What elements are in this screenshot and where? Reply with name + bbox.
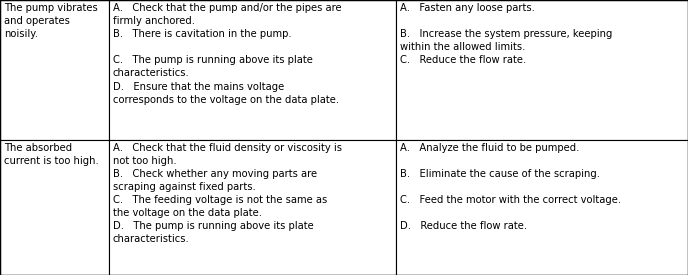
Bar xyxy=(0,0,109,140)
Bar xyxy=(109,0,396,140)
Text: The pump vibrates
and operates
noisily.: The pump vibrates and operates noisily. xyxy=(4,3,98,39)
Bar xyxy=(109,140,396,275)
Bar xyxy=(396,0,688,140)
Text: The absorbed
current is too high.: The absorbed current is too high. xyxy=(4,143,99,166)
Bar xyxy=(396,140,688,275)
Text: A.   Analyze the fluid to be pumped.

B.   Eliminate the cause of the scraping.
: A. Analyze the fluid to be pumped. B. El… xyxy=(400,143,621,231)
Bar xyxy=(0,140,109,275)
Text: A.   Fasten any loose parts.

B.   Increase the system pressure, keeping
within : A. Fasten any loose parts. B. Increase t… xyxy=(400,3,613,65)
Text: A.   Check that the pump and/or the pipes are
firmly anchored.
B.   There is cav: A. Check that the pump and/or the pipes … xyxy=(113,3,341,104)
Text: A.   Check that the fluid density or viscosity is
not too high.
B.   Check wheth: A. Check that the fluid density or visco… xyxy=(113,143,342,244)
